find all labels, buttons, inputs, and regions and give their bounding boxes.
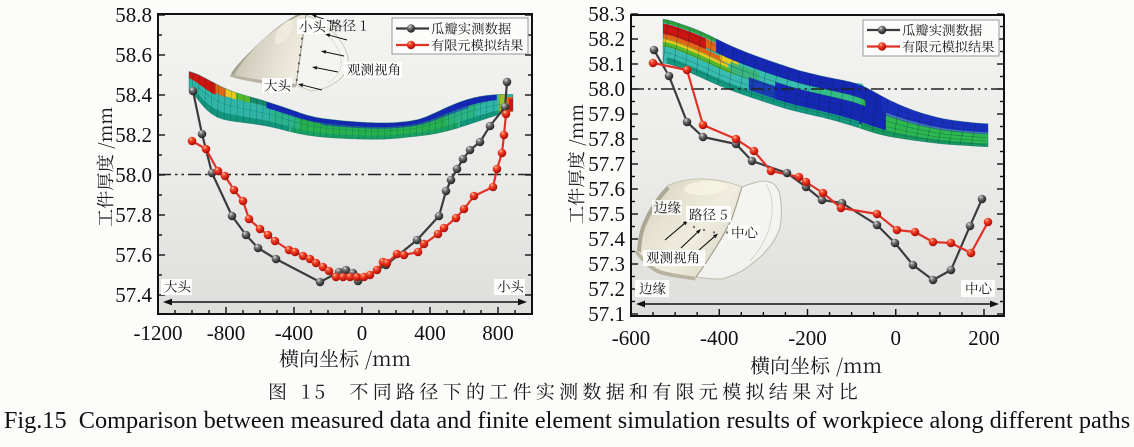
svg-text:0: 0 xyxy=(357,321,368,345)
svg-text:57.9: 57.9 xyxy=(588,102,625,126)
svg-text:58.0: 58.0 xyxy=(588,77,625,101)
svg-text:58.2: 58.2 xyxy=(588,27,625,51)
svg-text:800: 800 xyxy=(482,321,514,345)
svg-text:57.8: 57.8 xyxy=(588,127,625,151)
svg-text:57.1: 57.1 xyxy=(588,302,625,326)
svg-text:-400: -400 xyxy=(700,326,739,350)
svg-text:58.0: 58.0 xyxy=(115,163,152,187)
svg-text:57.3: 57.3 xyxy=(588,252,625,276)
svg-text:-200: -200 xyxy=(788,326,827,350)
svg-text:-400: -400 xyxy=(275,321,314,345)
svg-text:57.6: 57.6 xyxy=(588,177,625,201)
svg-text:0: 0 xyxy=(891,326,902,350)
svg-text:57.4: 57.4 xyxy=(115,283,152,307)
svg-text:58.6: 58.6 xyxy=(115,43,152,67)
svg-text:57.4: 57.4 xyxy=(588,227,625,251)
svg-text:Fig.15 Comparison between mea: Fig.15 Comparison between measured data … xyxy=(4,407,1130,434)
svg-text:-800: -800 xyxy=(207,321,246,345)
svg-text:57.8: 57.8 xyxy=(115,203,152,227)
svg-text:58.1: 58.1 xyxy=(588,52,625,76)
svg-text:58.4: 58.4 xyxy=(115,83,152,107)
svg-text:57.6: 57.6 xyxy=(115,243,152,267)
svg-text:-600: -600 xyxy=(612,326,651,350)
svg-text:58.2: 58.2 xyxy=(115,123,152,147)
svg-text:400: 400 xyxy=(414,321,446,345)
svg-text:57.2: 57.2 xyxy=(588,277,625,301)
svg-text:57.5: 57.5 xyxy=(588,202,625,226)
svg-text:57.7: 57.7 xyxy=(588,152,625,176)
svg-text:58.3: 58.3 xyxy=(588,2,625,26)
svg-text:200: 200 xyxy=(968,326,1000,350)
svg-text:-1200: -1200 xyxy=(134,321,183,345)
svg-text:58.8: 58.8 xyxy=(115,3,152,27)
